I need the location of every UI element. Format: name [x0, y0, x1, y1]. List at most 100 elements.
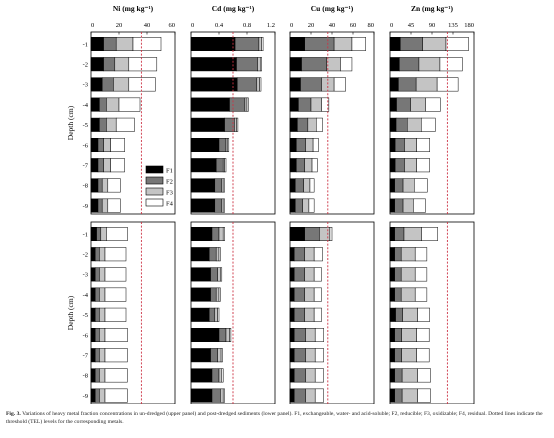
depth-label: -7 [83, 353, 89, 360]
bar-segment-f2 [97, 138, 104, 152]
x-tick-label: 0 [390, 22, 393, 29]
bar-segment-f3 [305, 138, 314, 152]
caption-text: Variations of heavy metal fraction conce… [6, 411, 543, 425]
bar-segment-f4 [106, 227, 128, 241]
bar-segment-f3 [99, 328, 106, 342]
bar-segment-f4 [421, 117, 436, 132]
bar-segment-f3 [99, 267, 106, 282]
bar-segment-f1 [190, 57, 237, 72]
bar-segment-f1 [190, 37, 236, 51]
bar-segment-f2 [103, 57, 116, 72]
bar-segment-f2 [99, 97, 107, 112]
bar-segment-f2 [293, 247, 305, 262]
bar-segment-f4 [104, 328, 128, 342]
x-tick-label: 20 [116, 22, 123, 29]
bar-segment-f4 [417, 307, 430, 322]
bar-segment-f3 [258, 37, 262, 51]
bar-segment-f1 [190, 158, 217, 173]
bar-segment-f3 [415, 77, 438, 92]
bar-segment-f2 [214, 178, 223, 193]
bar-segment-f3 [99, 287, 106, 302]
chart-cu-lower [289, 221, 375, 404]
chart-title: Zn (mg kg⁻¹) [411, 4, 454, 13]
chart-ni-lower: -1 -2 -3 -4 -5 -6 -7 -8 -9 [83, 221, 176, 404]
bar-segment-f4 [314, 328, 324, 342]
bar-segment-f4 [416, 348, 430, 363]
chart-zn-upper: Zn (mg kg⁻¹) 0 45 90 135 180 [389, 4, 475, 215]
chart-title: Cd (mg kg⁻¹) [212, 4, 255, 13]
bar-segment-f2 [398, 77, 417, 92]
bar-segment-f2 [94, 348, 100, 363]
depth-label: -1 [83, 41, 88, 48]
chart-title: Ni (mg kg⁻¹) [113, 4, 154, 13]
depth-label: -7 [83, 163, 89, 170]
depth-label: -6 [83, 142, 89, 149]
bar-segment-f3 [215, 247, 220, 262]
bar-segment-f4 [425, 97, 441, 112]
bar-segment-f2 [301, 57, 327, 72]
chart-ni-upper: Ni (mg kg⁻¹) 0 20 40 60 -1 -2 -3 -4 -5 -6 -7 -8 -9 [83, 4, 176, 215]
bar-segment-f3 [407, 117, 422, 132]
bar-segment-f4 [260, 57, 262, 72]
bar-segment-f1 [190, 348, 211, 363]
legend-swatch-f1 [145, 165, 164, 174]
bar-segment-f3 [422, 37, 447, 51]
bar-segment-f4 [104, 247, 127, 262]
bar-segment-f2 [97, 158, 104, 173]
bar-segment-f2 [297, 117, 309, 132]
bar-segment-f4 [313, 307, 322, 322]
chart-cd-upper: Cd (mg kg⁻¹) 0 0.4 0.8 1.2 [190, 4, 276, 215]
bar-segment-f3 [101, 178, 109, 193]
legend-swatch-f2 [145, 176, 164, 185]
bar-segment-f3 [400, 267, 416, 282]
bar-segment-f4 [316, 117, 323, 132]
bar-segment-f4 [104, 388, 128, 403]
bar-segment-f3 [100, 227, 107, 241]
bar-segment-f2 [229, 97, 246, 112]
bar-segment-f3 [99, 348, 106, 363]
bar-segment-f2 [94, 328, 100, 342]
bar-segment-f4 [115, 117, 135, 132]
bar-segment-f1 [190, 97, 230, 112]
bar-segment-f3 [257, 57, 261, 72]
bar-segment-f3 [400, 247, 416, 262]
bar-segment-f3 [418, 57, 441, 72]
x-tick-label: 45 [408, 22, 415, 29]
bar-segment-f3 [103, 158, 111, 173]
bar-segment-f2 [236, 77, 258, 92]
bar-segment-f3 [305, 368, 316, 383]
bar-segment-f3 [304, 158, 313, 173]
bar-segment-f2 [295, 198, 303, 213]
bar-segment-f2 [210, 287, 217, 302]
bar-segment-f4 [236, 117, 239, 132]
bar-segment-f4 [218, 287, 221, 302]
bar-segment-f2 [394, 178, 404, 193]
bar-segment-f3 [304, 287, 315, 302]
bar-segment-f2 [400, 37, 423, 51]
bar-segment-f2 [394, 267, 402, 282]
bar-segment-f4 [261, 37, 264, 51]
bar-segment-f2 [94, 287, 100, 302]
bar-segment-f2 [394, 348, 402, 363]
bar-segment-f3 [310, 97, 322, 112]
bar-segment-f2 [395, 117, 408, 132]
bar-segment-f3 [333, 37, 353, 51]
bar-segment-f4 [259, 77, 262, 92]
bar-segment-f2 [94, 247, 100, 262]
bar-segment-f4 [222, 388, 225, 403]
bar-segment-f3 [305, 328, 316, 342]
bar-segment-f3 [307, 117, 317, 132]
chart-cd-lower [190, 221, 276, 404]
bar-segment-f4 [314, 368, 324, 383]
bar-segment-f1 [190, 178, 216, 193]
bar-segment-f2 [210, 267, 218, 282]
bar-segment-f2 [293, 267, 305, 282]
bar-segment-f4 [110, 158, 125, 173]
legend-label: F1 [166, 167, 173, 174]
x-tick-label: 0 [290, 22, 293, 29]
legend-swatch-f3 [145, 187, 164, 196]
bar-segment-f4 [218, 247, 221, 262]
bar-segment-f4 [104, 368, 128, 383]
bar-segment-f4 [311, 158, 318, 173]
x-tick-label: 90 [429, 22, 436, 29]
